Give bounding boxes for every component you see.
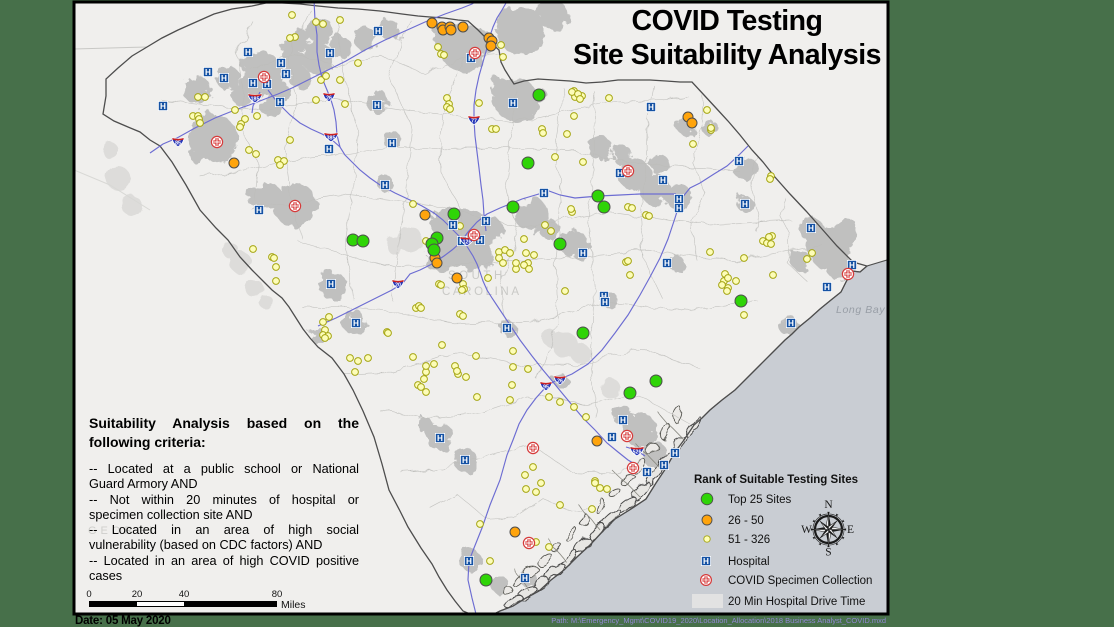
svg-text:H: H <box>466 557 472 566</box>
svg-text:H: H <box>541 189 547 198</box>
svg-text:26: 26 <box>557 379 563 385</box>
svg-text:H: H <box>676 195 682 204</box>
svg-text:H: H <box>389 139 395 148</box>
svg-text:H: H <box>736 157 742 166</box>
svg-text:51 - 326: 51 - 326 <box>728 534 770 546</box>
svg-text:H: H <box>617 169 623 178</box>
svg-text:H: H <box>468 54 474 63</box>
svg-text:H: H <box>326 145 332 154</box>
svg-text:20: 20 <box>395 283 401 289</box>
svg-text:185: 185 <box>251 97 260 103</box>
svg-text:H: H <box>660 176 666 185</box>
svg-text:H: H <box>609 433 615 442</box>
svg-text:H: H <box>703 557 709 566</box>
svg-text:H: H <box>620 416 626 425</box>
svg-text:385: 385 <box>327 136 336 142</box>
svg-text:20: 20 <box>132 589 143 600</box>
svg-text:H: H <box>483 217 489 226</box>
svg-text:H: H <box>602 298 608 307</box>
svg-text:H: H <box>250 79 256 88</box>
svg-text:CAROLINA: CAROLINA <box>442 286 522 298</box>
svg-text:80: 80 <box>272 589 283 600</box>
svg-text:H: H <box>522 574 528 583</box>
svg-text:H: H <box>808 224 814 233</box>
svg-text:H: H <box>648 103 654 112</box>
svg-text:COVID Specimen Collection: COVID Specimen Collection <box>728 575 872 587</box>
svg-text:H: H <box>504 324 510 333</box>
svg-text:H: H <box>374 101 380 110</box>
svg-text:H: H <box>849 261 855 270</box>
svg-text:40: 40 <box>179 589 190 600</box>
svg-text:H: H <box>375 27 381 36</box>
svg-text:H: H <box>788 319 794 328</box>
svg-text:26 - 50: 26 - 50 <box>728 515 764 527</box>
svg-text:95: 95 <box>543 385 549 391</box>
svg-text:H: H <box>664 259 670 268</box>
svg-text:H: H <box>221 74 227 83</box>
svg-text:H: H <box>644 468 650 477</box>
svg-text:H: H <box>256 206 262 215</box>
svg-text:H: H <box>462 456 468 465</box>
svg-text:526: 526 <box>633 450 642 456</box>
svg-text:H: H <box>328 280 334 289</box>
svg-text:H: H <box>450 221 456 230</box>
svg-text:H: H <box>510 99 516 108</box>
svg-text:H: H <box>382 181 388 190</box>
svg-text:126: 126 <box>463 240 472 246</box>
svg-text:Rank of Suitable Testing Sites: Rank of Suitable Testing Sites <box>694 474 858 486</box>
svg-text:H: H <box>437 434 443 443</box>
svg-text:H: H <box>264 80 270 89</box>
svg-text:GEORGI: GEORGI <box>88 525 156 537</box>
svg-text:20 Min Hospital Drive Time: 20 Min Hospital Drive Time <box>728 596 865 608</box>
svg-text:85: 85 <box>175 141 181 147</box>
svg-text:H: H <box>661 461 667 470</box>
svg-text:26: 26 <box>326 96 332 102</box>
svg-text:H: H <box>477 236 483 245</box>
svg-text:H: H <box>278 59 284 68</box>
svg-text:0: 0 <box>86 589 91 600</box>
svg-text:Top 25 Sites: Top 25 Sites <box>728 494 792 506</box>
svg-text:H: H <box>205 68 211 77</box>
svg-text:H: H <box>672 449 678 458</box>
svg-text:H: H <box>283 70 289 79</box>
svg-text:Long Bay: Long Bay <box>836 304 885 316</box>
svg-text:Hospital: Hospital <box>728 556 770 568</box>
svg-text:W: W <box>801 524 812 536</box>
svg-text:H: H <box>160 102 166 111</box>
svg-text:H: H <box>742 200 748 209</box>
svg-text:H: H <box>601 292 607 301</box>
svg-text:S: S <box>825 547 831 559</box>
svg-text:N: N <box>824 499 833 511</box>
svg-text:H: H <box>676 204 682 213</box>
svg-text:H: H <box>824 283 830 292</box>
svg-text:Miles: Miles <box>281 599 306 611</box>
svg-text:77: 77 <box>471 119 477 125</box>
svg-text:H: H <box>353 319 359 328</box>
svg-text:H: H <box>327 49 333 58</box>
svg-text:E: E <box>847 524 854 536</box>
svg-text:H: H <box>277 98 283 107</box>
svg-text:H: H <box>245 48 251 57</box>
svg-text:H: H <box>580 249 586 258</box>
